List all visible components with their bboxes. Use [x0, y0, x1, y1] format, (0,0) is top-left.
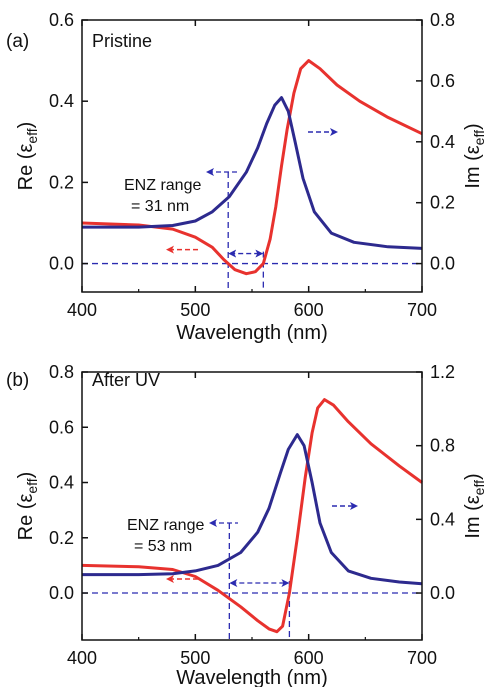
- panel-a-xtick-label: 600: [294, 300, 324, 320]
- panel-a-ylabel-right: Im (εeff): [462, 123, 487, 188]
- panel-b-ytick-right-label: 0.4: [430, 509, 455, 529]
- panel-a-enz-label-line2: = 31 nm: [131, 198, 189, 215]
- panel-b-frame: [81, 371, 423, 641]
- panel-b-ytick-right-label: 0.8: [430, 436, 455, 456]
- panel-a-ytick-right-label: 0.8: [430, 10, 455, 30]
- panel-a-ytick-right-label: 0.6: [430, 71, 455, 91]
- panel-a-ylabel-left: Re (εeff): [15, 122, 40, 191]
- panel-b-ytick-left-label: 0.2: [49, 528, 74, 548]
- panel-b-yticks-left: 0.0 0.2 0.4 0.6 0.8: [49, 362, 74, 603]
- series-re-line: [81, 398, 423, 634]
- panel-b-ylabel-left: Re (εeff): [15, 472, 40, 541]
- panel-a-xtick-label: 700: [407, 300, 437, 320]
- panel-b-ylabel-right: Im (εeff): [462, 473, 487, 538]
- panel-b: (b) After UV 400 500 600 700 0.0 0.2 0.4…: [6, 362, 487, 689]
- panel-a-xtick-label: 500: [180, 300, 210, 320]
- panel-b-xticks: 400 500 600 700: [67, 648, 437, 668]
- panel-b-yticks-right: 0.0 0.4 0.8 1.2: [430, 362, 455, 603]
- panel-a-ytick-left-label: 0.6: [49, 10, 74, 30]
- panel-b-ytick-right-label: 1.2: [430, 362, 455, 382]
- panel-b-ytick-left-label: 0.6: [49, 417, 74, 437]
- panel-b-xtick-label: 400: [67, 648, 97, 668]
- panel-b-series: [81, 398, 423, 640]
- panel-label-b: (b): [6, 370, 29, 391]
- panel-b-xlabel: Wavelength (nm): [176, 667, 328, 687]
- panel-a-ytick-left-label: 0.2: [49, 172, 74, 192]
- panel-a-ytick-right-label: 0.2: [430, 193, 455, 213]
- panel-a-xtick-label: 400: [67, 300, 97, 320]
- panel-a-ytick-right-label: 0.4: [430, 132, 455, 152]
- panel-b-ytick-left-label: 0.0: [49, 583, 74, 603]
- panel-a-ytick-right-label: 0.0: [430, 254, 455, 274]
- panel-a-xlabel: Wavelength (nm): [176, 322, 328, 344]
- panel-b-ytick-left-label: 0.8: [49, 362, 74, 382]
- panel-b-xtick-label: 600: [294, 648, 324, 668]
- panel-a-enz-label-line1: ENZ range: [124, 177, 201, 194]
- series-im-line: [82, 433, 423, 586]
- panel-a-xticks: 400 500 600 700: [67, 300, 437, 320]
- panel-b-enz-label-line1: ENZ range: [127, 517, 204, 534]
- panel-a-yticks-right: 0.0 0.2 0.4 0.6 0.8: [430, 10, 455, 274]
- panel-b-xtick-label: 700: [407, 648, 437, 668]
- series-re-line: [81, 59, 423, 276]
- annotation-pristine: Pristine: [92, 31, 152, 51]
- panel-b-xtick-label: 500: [180, 648, 210, 668]
- panel-b-ytick-left-label: 0.4: [49, 473, 74, 493]
- panel-a: (a) Pristine 400 500 600 700 0.0 0.2 0.4…: [6, 10, 487, 344]
- panel-a-series: [81, 59, 423, 292]
- panel-a-tick-marks: [81, 19, 423, 292]
- panel-label-a: (a): [6, 31, 29, 52]
- panel-b-enz-label-line2: = 53 nm: [134, 538, 192, 555]
- panel-b-tick-marks: [81, 371, 423, 640]
- panel-a-ytick-left-label: 0.0: [49, 254, 74, 274]
- panel-a-yticks-left: 0.0 0.2 0.4 0.6: [49, 10, 74, 274]
- series-im-line: [82, 96, 423, 250]
- panel-a-ytick-left-label: 0.4: [49, 91, 74, 111]
- annotation-after-uv: After UV: [92, 370, 160, 390]
- panel-b-ytick-right-label: 0.0: [430, 583, 455, 603]
- panel-a-frame: [81, 19, 423, 293]
